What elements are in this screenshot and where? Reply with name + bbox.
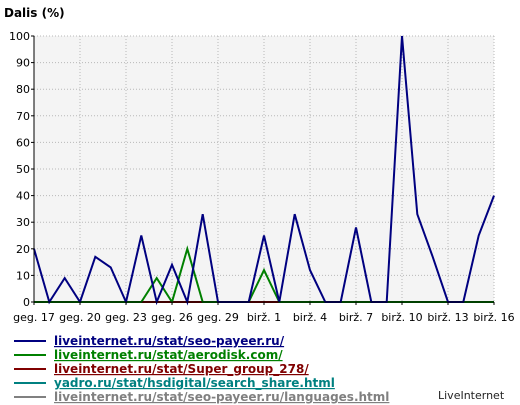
- x-tick-label: birž. 10: [381, 311, 422, 324]
- x-tick-label: birž. 7: [339, 311, 373, 324]
- x-tick-label: birž. 13: [427, 311, 468, 324]
- y-tick-label: 50: [16, 163, 30, 176]
- x-tick-label: geg. 26: [151, 311, 193, 324]
- y-tick-label: 90: [16, 57, 30, 70]
- x-tick-label: birž. 4: [293, 311, 327, 324]
- legend-link[interactable]: liveinternet.ru/stat/aerodisk.com/: [54, 348, 283, 362]
- y-axis-label: Dalis (%): [4, 6, 65, 20]
- series-line: [33, 35, 495, 306]
- x-tick-label: birž. 1: [247, 311, 281, 324]
- y-tick-label: 60: [16, 136, 30, 149]
- x-tick-label: birž. 16: [473, 311, 514, 324]
- liveinternet-brand: LiveInternet: [438, 389, 505, 402]
- x-tick-label: geg. 20: [59, 311, 101, 324]
- y-tick-label: 80: [16, 83, 30, 96]
- legend-link[interactable]: yadro.ru/stat/hsdigital/search_share.htm…: [54, 376, 335, 391]
- y-tick-label: 0: [23, 296, 30, 309]
- y-tick-label: 20: [16, 243, 30, 256]
- x-tick-label: geg. 29: [197, 311, 239, 324]
- legend-link[interactable]: liveinternet.ru/stat/Super_group_278/: [54, 362, 309, 377]
- y-tick-label: 10: [16, 269, 30, 282]
- x-tick-label: geg. 23: [105, 311, 147, 324]
- y-tick-label: 40: [16, 190, 30, 203]
- legend-link[interactable]: liveinternet.ru/stat/seo-payeer.ru/: [54, 334, 285, 348]
- legend-link[interactable]: liveinternet.ru/stat/seo-payeer.ru/langu…: [54, 390, 389, 404]
- y-tick-label: 100: [9, 30, 30, 43]
- y-tick-label: 70: [16, 110, 30, 123]
- y-tick-label: 30: [16, 216, 30, 229]
- x-tick-label: geg. 17: [13, 311, 55, 324]
